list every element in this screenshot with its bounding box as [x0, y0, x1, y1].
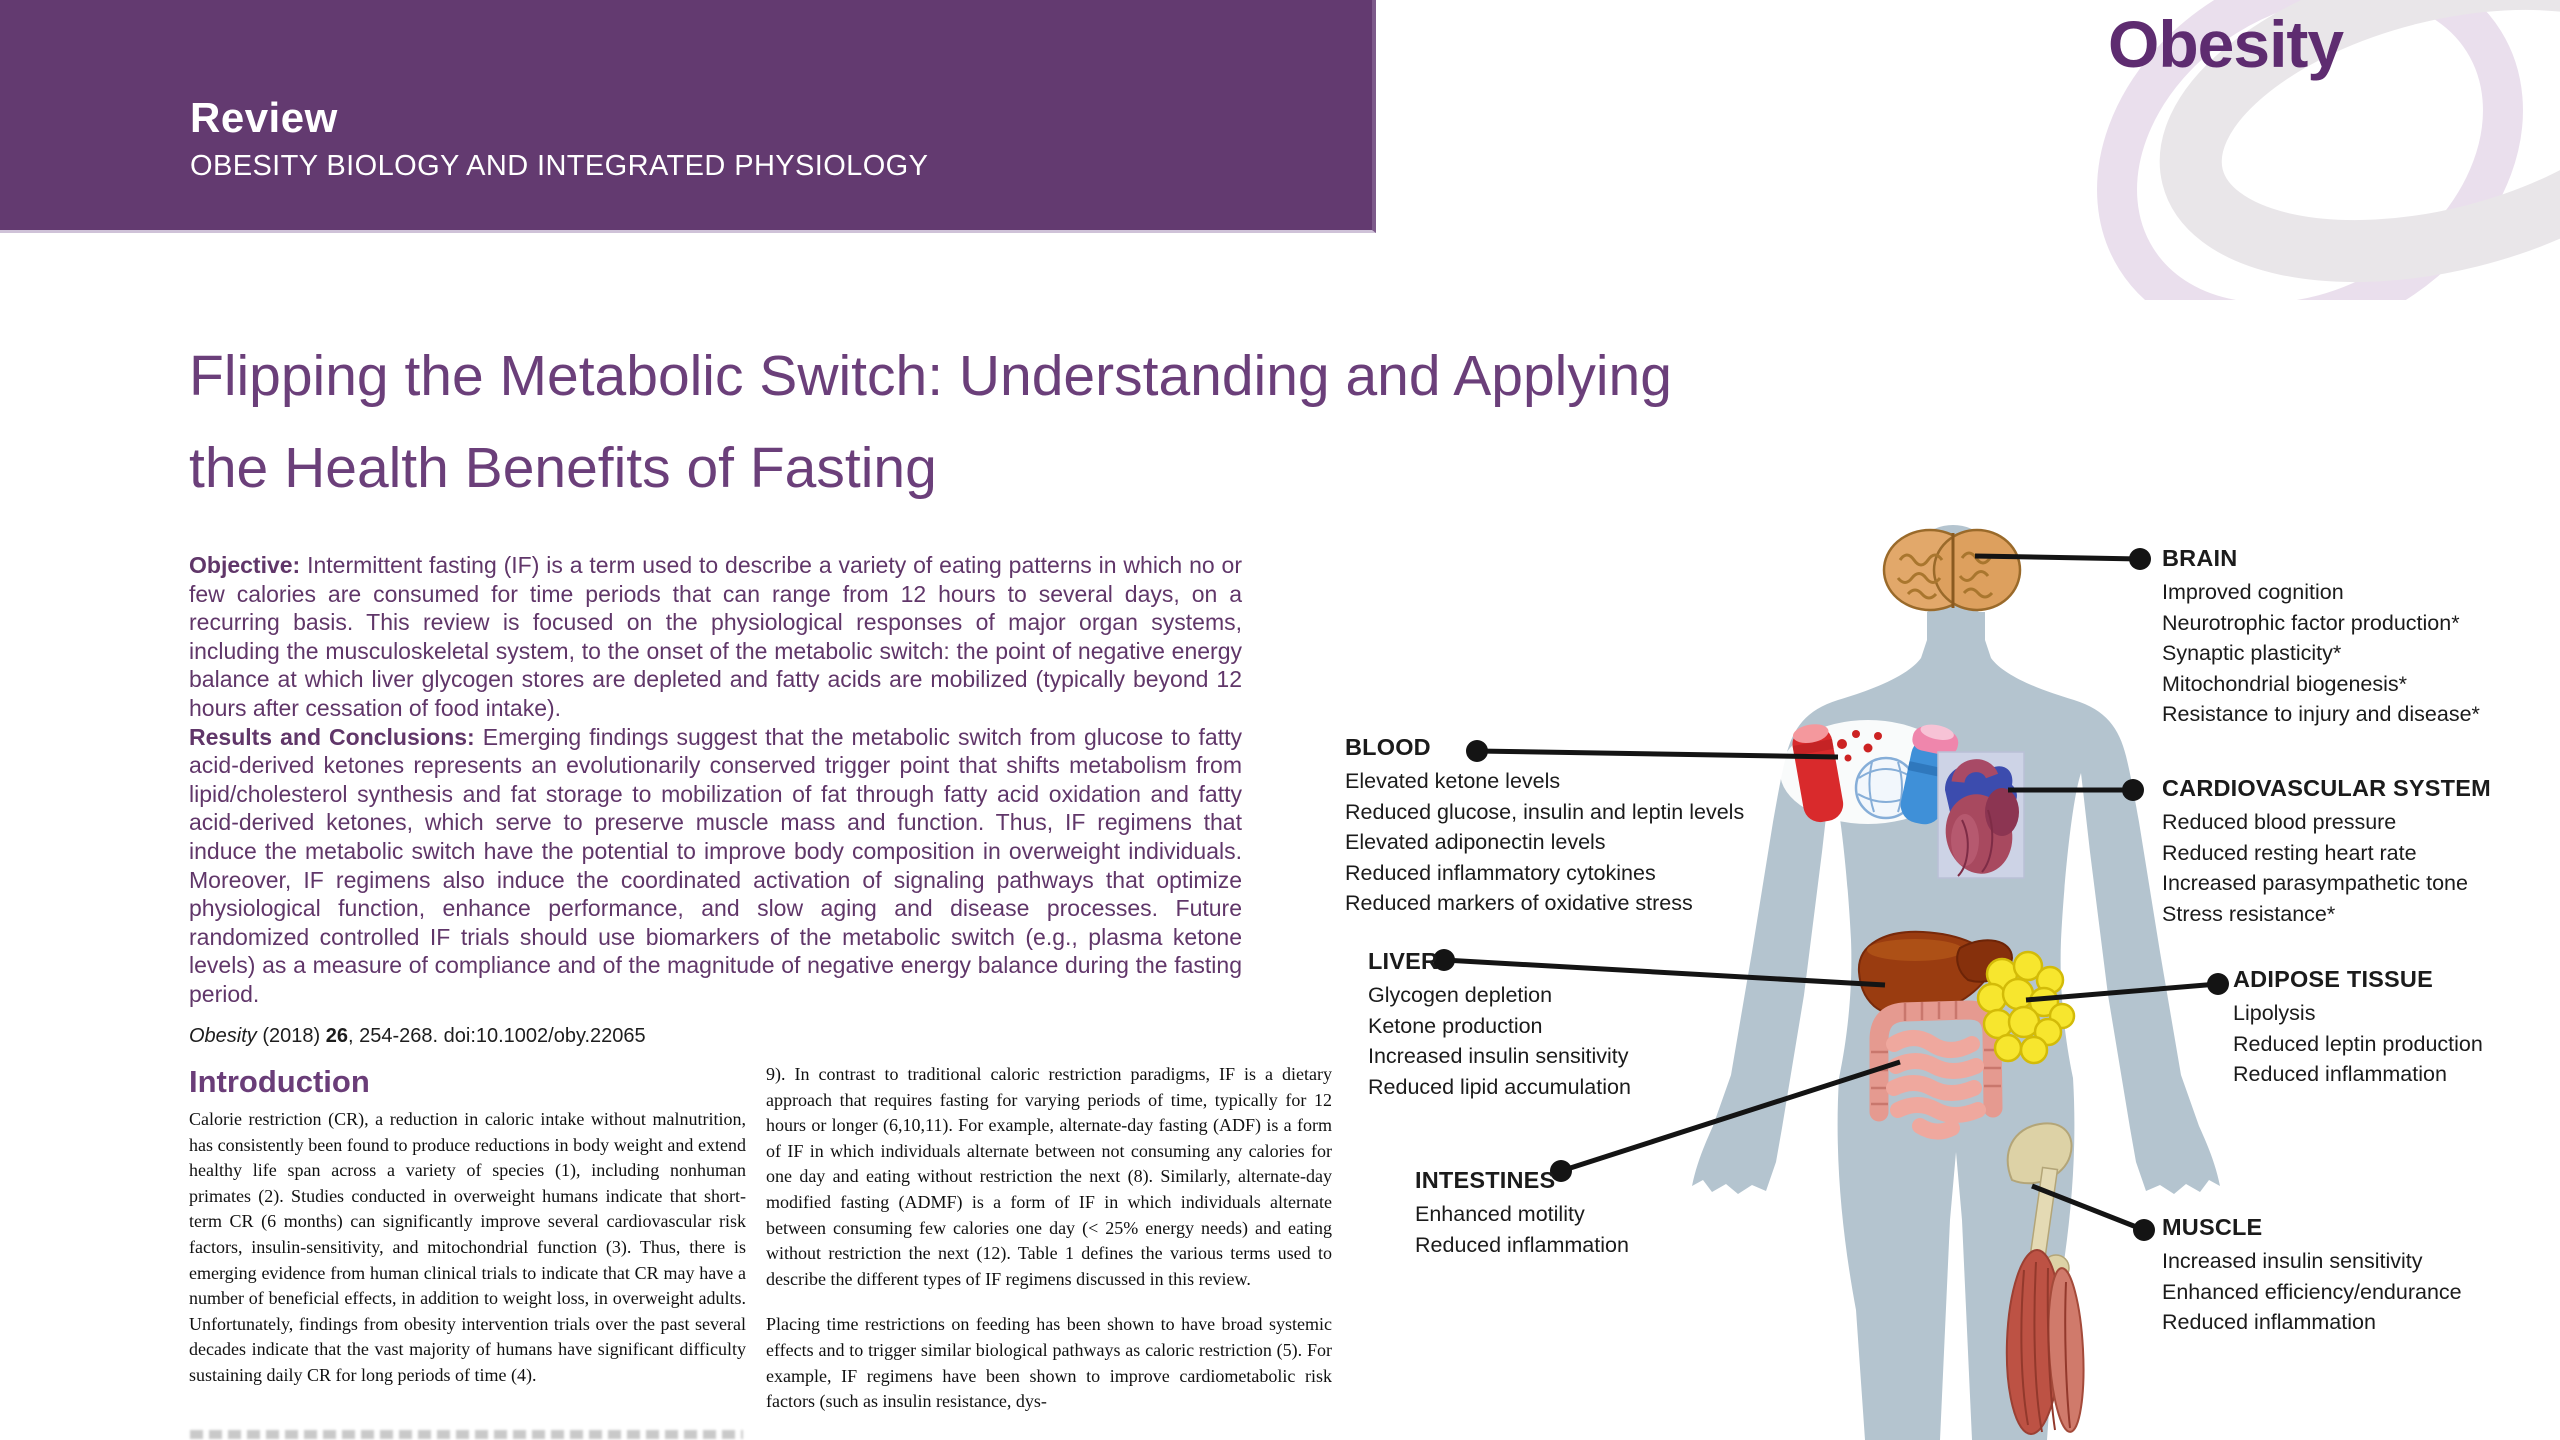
citation-line: Obesity (2018) 26, 254-268. doi:10.1002/…: [189, 1025, 1242, 1048]
callout-brain-items: Improved cognition Neurotrophic factor pr…: [2162, 577, 2480, 730]
callout-lines: [1433, 548, 2229, 1241]
callout-item: Elevated ketone levels: [1345, 769, 1561, 793]
callout-item: Glycogen depletion: [1368, 983, 1553, 1007]
blood-illustration: [1780, 720, 1959, 825]
callout-brain: BRAIN Improved cognition Neurotrophic fac…: [2162, 545, 2480, 730]
abstract-results: Results and Conclusions: Emerging findin…: [189, 723, 1242, 1009]
callout-item: Enhanced motility: [1415, 1202, 1585, 1226]
callout-cardiovascular-items: Reduced blood pressure Reduced resting he…: [2162, 807, 2491, 929]
abstract-block: Objective: Intermittent fasting (IF) is …: [189, 551, 1242, 1048]
callout-item: Resistance to injury and disease*: [2162, 702, 2480, 726]
brain-illustration: [1882, 528, 2022, 612]
citation-year: (2018): [256, 1024, 326, 1047]
callout-item: Mitochondrial biogenesis*: [2162, 671, 2408, 696]
callout-item: Reduced blood pressure: [2162, 810, 2397, 834]
journal-logo-text: Obesity: [2108, 7, 2344, 81]
muscle-illustration: [2005, 1122, 2085, 1435]
abstract-objective: Objective: Intermittent fasting (IF) is …: [189, 551, 1242, 723]
callout-item: Reduced inflammatory cytokines: [1345, 860, 1656, 885]
callout-item: Ketone production: [1368, 1013, 1543, 1038]
citation-pages-doi: , 254-268. doi:10.1002/oby.22065: [348, 1024, 646, 1047]
callout-item: Reduced lipid accumulation: [1368, 1074, 1631, 1099]
callout-blood-items: Elevated ketone levels Reduced glucose, i…: [1345, 766, 1744, 919]
callout-item: Reduced glucose, insulin and leptin leve…: [1345, 799, 1745, 824]
intro-paragraph-2: 9). In contrast to traditional caloric r…: [766, 1064, 1332, 1289]
results-text: Emerging findings suggest that the metab…: [189, 723, 1242, 1007]
section-heading-introduction: Introduction: [189, 1064, 370, 1099]
objective-text: Intermittent fasting (IF) is a term used…: [189, 552, 1242, 721]
fasting-figure: [1433, 525, 2229, 1440]
callout-intestines: INTESTINES Enhanced motility Reduced infl…: [1415, 1167, 1629, 1260]
callout-blood: BLOOD Elevated ketone levels Reduced gluc…: [1345, 734, 1744, 919]
callout-item: Reduced inflammation: [1415, 1232, 1629, 1257]
callout-item: Increased parasympathetic tone: [2162, 871, 2468, 895]
callout-item: Reduced markers of oxidative stress: [1345, 891, 1693, 915]
callout-item: Reduced leptin production: [2233, 1031, 2483, 1056]
callout-cardiovascular: CARDIOVASCULAR SYSTEM Reduced blood pres…: [2162, 775, 2491, 929]
callout-muscle-items: Increased insulin sensitivity Enhanced ef…: [2162, 1246, 2462, 1338]
page-title: Flipping the Metabolic Switch: Understan…: [189, 330, 2389, 514]
callout-item: Reduced inflammation: [2233, 1062, 2447, 1086]
callout-item: Neurotrophic factor production*: [2162, 610, 2460, 635]
callout-liver-items: Glycogen depletion Ketone production Incre…: [1368, 980, 1631, 1102]
title-line-2: the Health Benefits of Fasting: [189, 436, 937, 500]
callout-item: Synaptic plasticity*: [2162, 641, 2342, 665]
callout-item: Increased insulin sensitivity: [1368, 1044, 1629, 1068]
callout-item: Lipolysis: [2233, 1001, 2316, 1025]
callout-intestines-items: Enhanced motility Reduced inflammation: [1415, 1199, 1629, 1260]
callout-adipose: ADIPOSE TISSUE Lipolysis Reduced leptin p…: [2233, 966, 2483, 1090]
callout-adipose-items: Lipolysis Reduced leptin production Reduce…: [2233, 998, 2483, 1090]
callout-item: Enhanced efficiency/endurance: [2162, 1279, 2462, 1304]
callout-item: Improved cognition: [2162, 580, 2344, 604]
journal-banner: Review OBESITY BIOLOGY AND INTEGRATED PH…: [0, 0, 1376, 233]
callout-item: Stress resistance*: [2162, 901, 2336, 926]
results-label: Results and Conclusions:: [189, 723, 475, 750]
callout-item: Increased insulin sensitivity: [2162, 1249, 2423, 1273]
adipose-illustration: [1976, 950, 2076, 1065]
callout-intestines-label: INTESTINES: [1415, 1167, 1556, 1193]
citation-journal: Obesity: [189, 1024, 257, 1047]
title-line-1: Flipping the Metabolic Switch: Understan…: [189, 344, 1672, 408]
section-label: OBESITY BIOLOGY AND INTEGRATED PHYSIOLOG…: [190, 150, 929, 182]
callout-item: Reduced resting heart rate: [2162, 840, 2417, 865]
objective-label: Objective:: [189, 552, 301, 578]
intro-paragraph-1: Calorie restriction (CR), a reduction in…: [189, 1109, 746, 1385]
callout-liver-label: LIVER: [1368, 948, 1439, 974]
callout-muscle-label: MUSCLE: [2162, 1214, 2263, 1240]
obesity-logo-rings: [2097, 0, 2560, 300]
callout-brain-label: BRAIN: [2162, 545, 2238, 571]
citation-volume: 26: [325, 1024, 348, 1047]
body-text-column-2: 9). In contrast to traditional caloric r…: [766, 1062, 1332, 1415]
callout-blood-label: BLOOD: [1345, 734, 1431, 760]
article-type-label: Review: [190, 94, 338, 141]
callout-adipose-label: ADIPOSE TISSUE: [2233, 966, 2433, 992]
clipped-text-line: [190, 1430, 743, 1439]
intro-paragraph-3: Placing time restrictions on feeding has…: [766, 1314, 1332, 1412]
callout-item: Elevated adiponectin levels: [1345, 830, 1606, 854]
heart-illustration: [1937, 751, 2025, 879]
callout-liver: LIVER Glycogen depletion Ketone productio…: [1368, 948, 1631, 1102]
callout-item: Reduced inflammation: [2162, 1310, 2376, 1334]
body-text-column-1: Calorie restriction (CR), a reduction in…: [189, 1107, 746, 1389]
callout-cardiovascular-label: CARDIOVASCULAR SYSTEM: [2162, 775, 2491, 801]
callout-muscle: MUSCLE Increased insulin sensitivity Enha…: [2162, 1214, 2462, 1338]
